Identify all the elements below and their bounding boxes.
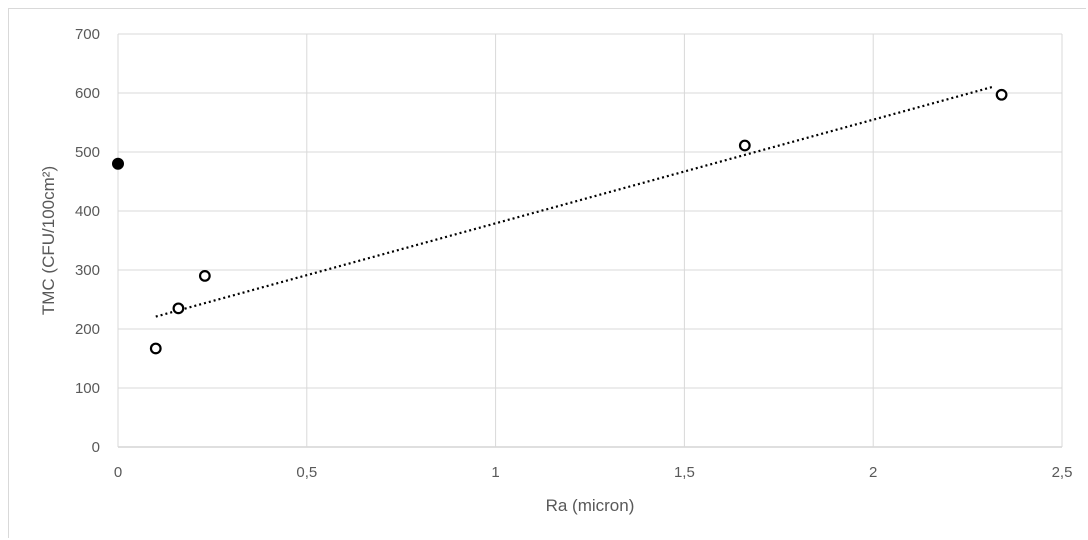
trendline-group [155,85,995,318]
x-tick-label: 0 [114,464,122,481]
data-points [112,88,1008,355]
trendline [155,85,995,318]
chart-frame [8,8,1086,538]
y-tick-label: 300 [75,262,100,279]
open-data-point [198,270,211,282]
x-tick-label: 2,5 [1052,464,1073,481]
y-tick-label: 700 [75,26,100,43]
x-tick-label: 1,5 [674,464,695,481]
open-data-point [149,342,162,355]
x-tick-label: 2 [869,464,877,481]
filled-data-point [112,157,124,170]
y-tick-label: 200 [75,321,100,338]
tick-labels: 0 100 200 300 400 500 600 700 0 0,5 1 1,5 2 2,5 [75,26,1072,481]
grid-lines [117,33,1063,448]
x-tick-label: 1 [491,464,499,481]
x-tick-label: 0,5 [296,464,317,481]
x-axis-label: Ra (micron) [546,496,635,515]
y-tick-label: 100 [75,380,100,397]
y-tick-label: 500 [75,144,100,161]
y-tick-label: 0 [92,439,100,456]
y-tick-label: 600 [75,85,100,102]
open-data-point [172,302,185,315]
y-axis-label: TMC (CFU/100cm²) [39,166,58,315]
open-data-point [738,139,751,152]
open-data-point [995,88,1008,101]
y-tick-label: 400 [75,203,100,220]
